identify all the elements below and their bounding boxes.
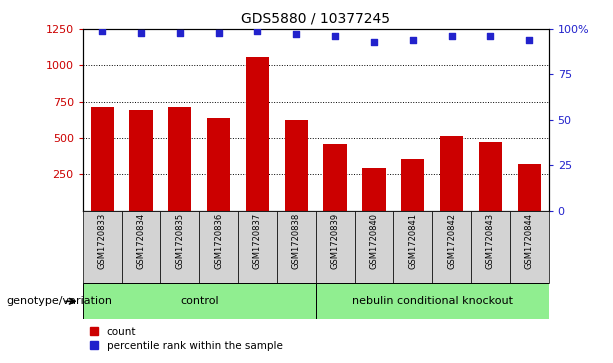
Point	[524, 37, 534, 43]
Point	[447, 33, 457, 39]
Point	[214, 30, 224, 36]
Text: GSM1720837: GSM1720837	[253, 213, 262, 269]
Bar	[199, 211, 238, 283]
Point	[408, 37, 417, 43]
Text: GSM1720840: GSM1720840	[370, 213, 378, 269]
Bar	[510, 211, 549, 283]
Text: GSM1720842: GSM1720842	[447, 213, 456, 269]
Bar	[362, 168, 386, 211]
Bar	[401, 159, 424, 211]
Bar	[479, 142, 502, 211]
Text: GSM1720834: GSM1720834	[137, 213, 145, 269]
Bar	[83, 211, 121, 283]
Bar	[168, 107, 191, 211]
Bar	[277, 211, 316, 283]
Point	[369, 39, 379, 45]
Point	[175, 30, 185, 36]
Bar	[517, 164, 541, 211]
Bar	[432, 211, 471, 283]
Bar	[246, 57, 269, 211]
Point	[97, 28, 107, 34]
Point	[253, 28, 262, 34]
Bar	[440, 136, 463, 211]
Text: GSM1720841: GSM1720841	[408, 213, 417, 269]
Bar	[91, 107, 114, 211]
Bar	[161, 211, 199, 283]
Bar	[83, 283, 316, 319]
Text: GSM1720835: GSM1720835	[175, 213, 185, 269]
Bar	[129, 110, 153, 211]
Text: GSM1720839: GSM1720839	[330, 213, 340, 269]
Point	[291, 32, 301, 37]
Bar	[207, 118, 230, 211]
Title: GDS5880 / 10377245: GDS5880 / 10377245	[241, 11, 390, 25]
Text: control: control	[180, 296, 219, 306]
Bar	[324, 144, 347, 211]
Point	[330, 33, 340, 39]
Bar	[354, 211, 394, 283]
Text: GSM1720833: GSM1720833	[97, 213, 107, 269]
Bar	[238, 211, 277, 283]
Bar	[394, 211, 432, 283]
Text: GSM1720836: GSM1720836	[214, 213, 223, 269]
Text: genotype/variation: genotype/variation	[6, 296, 112, 306]
Text: GSM1720844: GSM1720844	[525, 213, 534, 269]
Bar	[316, 211, 354, 283]
Point	[485, 33, 495, 39]
Point	[136, 30, 146, 36]
Bar	[471, 211, 510, 283]
Bar	[284, 120, 308, 211]
Text: GSM1720838: GSM1720838	[292, 213, 301, 269]
Text: nebulin conditional knockout: nebulin conditional knockout	[352, 296, 512, 306]
Text: GSM1720843: GSM1720843	[486, 213, 495, 269]
Legend: count, percentile rank within the sample: count, percentile rank within the sample	[88, 325, 284, 353]
Bar	[316, 283, 549, 319]
Bar	[121, 211, 161, 283]
